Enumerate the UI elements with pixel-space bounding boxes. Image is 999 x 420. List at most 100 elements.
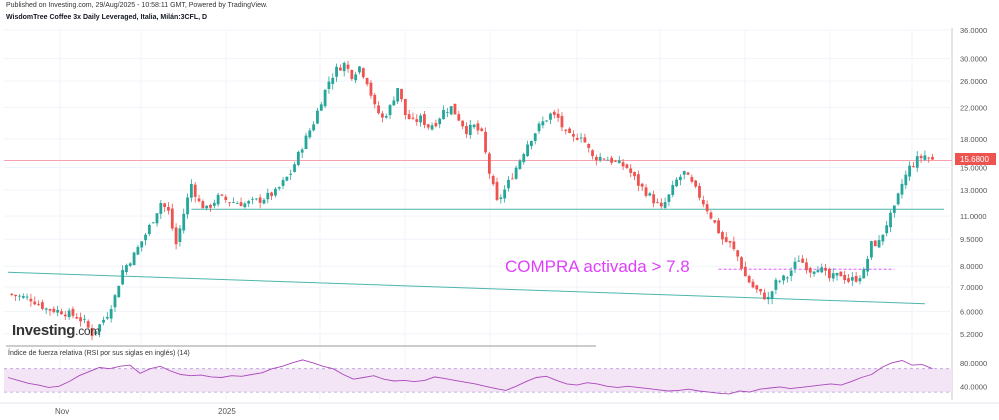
candle-body [827, 269, 831, 279]
candle-body [235, 203, 239, 205]
last-price-badge [955, 153, 996, 165]
candle-body [18, 295, 21, 297]
candle-body [495, 181, 499, 200]
candle-body [881, 234, 885, 242]
y-tick-label: 7.0000 [960, 283, 983, 292]
candle-body [151, 222, 155, 224]
candle-body [113, 295, 117, 308]
rsi-tick-label: 80.0000 [960, 359, 987, 368]
candle-body [870, 241, 873, 258]
candles [10, 60, 934, 341]
candle-body [277, 187, 281, 189]
candle-body [931, 157, 934, 160]
candle-body [801, 258, 805, 263]
candle-body [75, 317, 79, 319]
candle-body [79, 317, 82, 322]
candle-body [147, 225, 151, 235]
candle-body [552, 111, 556, 115]
candle-body [102, 319, 105, 323]
candle-body [40, 302, 44, 309]
trend-lines [4, 160, 952, 347]
candle-body [354, 74, 358, 81]
candle-body [556, 113, 560, 118]
candle-body [701, 199, 705, 205]
y-tick-label: 26.0000 [960, 77, 987, 86]
candle-body [526, 144, 529, 156]
candle-body [491, 176, 495, 185]
candle-body [419, 115, 423, 123]
candle-body [442, 109, 445, 120]
candle-body [468, 124, 472, 136]
candle-body [487, 153, 491, 174]
candle-body [545, 120, 549, 122]
y-tick-label: 22.0000 [960, 103, 987, 112]
candle-body [602, 158, 606, 160]
candle-body [713, 220, 717, 223]
candle-body [205, 205, 209, 209]
candle-body [694, 180, 698, 187]
candle-body [579, 137, 583, 139]
candle-body [445, 112, 449, 113]
candle-body [400, 88, 403, 100]
candle-body [850, 277, 854, 281]
candle-body [105, 316, 109, 319]
candle-body [331, 77, 335, 84]
candle-body [262, 199, 266, 204]
candle-body [319, 104, 323, 111]
candle-body [361, 68, 365, 78]
candle-body [224, 196, 228, 201]
candle-body [698, 186, 701, 198]
candle-body [423, 114, 426, 125]
candle-body [44, 308, 48, 310]
candle-body [537, 123, 541, 132]
candle-body [388, 105, 392, 116]
candle-body [189, 184, 193, 198]
candle-body [843, 274, 847, 281]
candle-body [858, 278, 862, 282]
x-tick-label: 2025 [218, 407, 236, 416]
candle-body [640, 183, 644, 187]
candle-body [541, 121, 545, 126]
candle-body [335, 66, 338, 77]
candle-body [83, 318, 86, 320]
candle-body [457, 114, 461, 121]
candle-body [449, 106, 453, 115]
rsi-series-line [7, 359, 933, 395]
candle-body [247, 201, 251, 204]
candle-body [889, 212, 892, 228]
candle-body [251, 198, 254, 200]
logo-domain: .com [75, 324, 100, 338]
candle-body [254, 198, 258, 200]
candle-body [892, 205, 896, 213]
candle-body [728, 241, 732, 243]
y-tick-label: 36.0000 [960, 26, 987, 35]
candle-body [377, 105, 380, 114]
candle-body [675, 179, 678, 187]
candle-body [109, 308, 113, 319]
candle-body [789, 270, 793, 277]
candle-body [304, 135, 308, 150]
candle-body [415, 119, 419, 122]
candle-body [342, 62, 346, 72]
candle-body [67, 310, 71, 318]
candle-body [560, 116, 564, 128]
price-axis: 36.0000 30.0000 26.0000 22.0000 18.0000 15.00… [960, 26, 987, 391]
candle-body [499, 197, 503, 200]
candle-body [178, 228, 182, 242]
published-note: Published on Investing.com, 29/Aug/2025 … [6, 2, 268, 9]
candle-body [25, 296, 29, 298]
candle-body [140, 241, 144, 248]
candle-body [136, 247, 140, 255]
candle-body [636, 174, 640, 186]
candle-body [472, 124, 476, 128]
candle-body [568, 128, 571, 133]
candle-body [453, 103, 457, 115]
candle-body [63, 314, 67, 317]
candle-body [159, 202, 163, 214]
candle-body [407, 114, 411, 120]
candle-body [132, 252, 136, 266]
candle-body [808, 268, 812, 273]
candle-body [721, 232, 724, 240]
candle-body [94, 331, 98, 334]
